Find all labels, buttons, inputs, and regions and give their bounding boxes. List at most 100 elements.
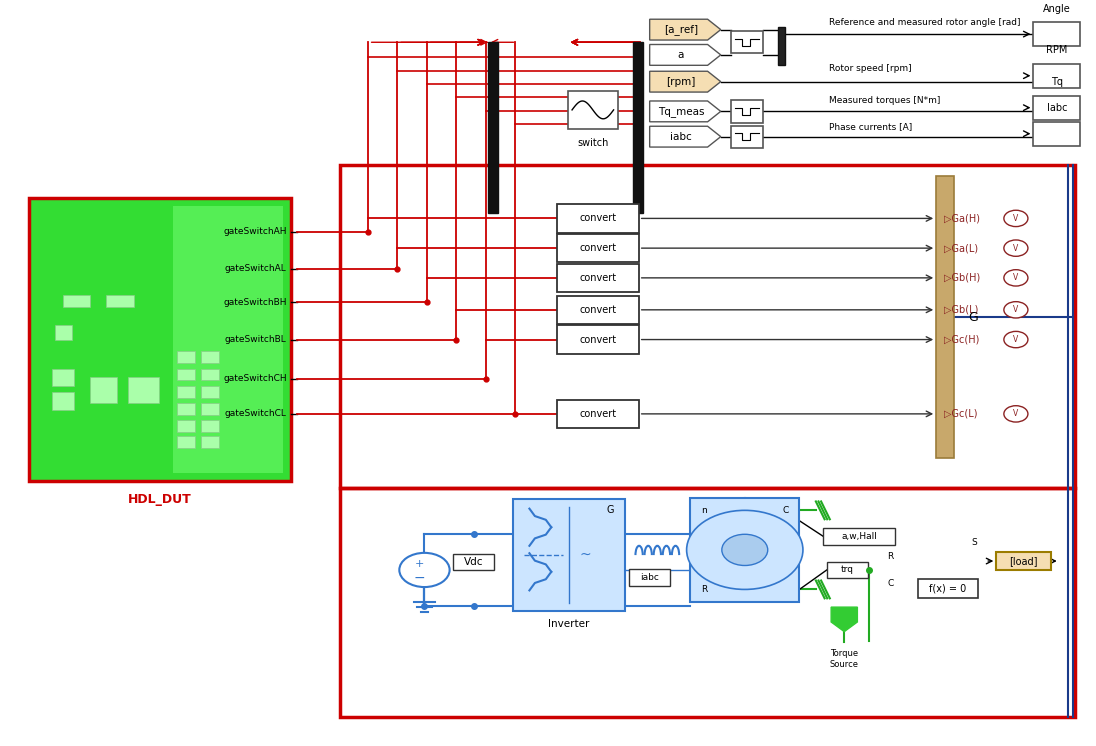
Bar [557,264,639,292]
Text: convert: convert [579,334,616,345]
Text: V: V [1014,305,1018,314]
Bar [128,377,159,403]
Bar [557,295,639,324]
Polygon shape [831,607,857,632]
Bar [557,325,639,354]
Text: Rotor speed [rpm]: Rotor speed [rpm] [829,63,912,73]
Text: Reference and measured rotor angle [rad]: Reference and measured rotor angle [rad] [829,19,1020,28]
Text: C: C [887,579,893,588]
Bar [826,562,868,578]
Bar [178,436,195,448]
Text: gateSwitchBH: gateSwitchBH [224,298,287,307]
Bar [453,554,494,570]
Text: gateSwitchCL: gateSwitchCL [225,410,287,419]
Text: Iabc: Iabc [1047,104,1068,113]
Text: f(x) = 0: f(x) = 0 [929,583,967,594]
Bar [557,400,639,428]
Text: G: G [606,506,614,515]
Bar [340,488,1075,717]
Text: [load]: [load] [1009,556,1038,566]
Text: [rpm]: [rpm] [666,77,696,87]
Text: Tq_meas: Tq_meas [658,106,704,117]
Bar [1034,64,1081,87]
Text: Measured torques [N*m]: Measured torques [N*m] [829,95,940,104]
Text: convert: convert [579,409,616,419]
Bar [731,125,764,148]
Text: Inverter: Inverter [548,619,590,629]
Text: +: + [414,559,424,569]
Bar [106,295,134,307]
Bar [55,325,72,339]
Circle shape [1004,301,1028,318]
Text: Tq: Tq [1051,78,1063,87]
Text: a: a [677,50,684,60]
Text: convert: convert [579,273,616,283]
Bar [823,527,894,545]
Text: iabc: iabc [670,131,692,142]
Circle shape [686,510,803,589]
Bar [90,377,117,403]
Bar [202,369,219,380]
Circle shape [1004,406,1028,422]
Text: ~: ~ [580,548,592,562]
Bar [52,369,73,386]
Text: ▷Gb(H): ▷Gb(H) [944,273,980,283]
Bar [731,100,764,122]
Bar [936,176,954,459]
Text: convert: convert [579,305,616,315]
Text: RPM: RPM [1047,46,1068,55]
Text: Vdc: Vdc [464,557,483,567]
Text: [a_ref]: [a_ref] [664,24,698,35]
Text: Phase currents [A]: Phase currents [A] [829,122,912,131]
Text: gateSwitchAH: gateSwitchAH [224,228,287,236]
Text: V: V [1014,410,1018,419]
Text: V: V [1014,273,1018,283]
Text: ▷Ga(L): ▷Ga(L) [944,243,978,253]
Text: C: C [783,506,788,515]
Text: G: G [969,311,978,324]
Bar [690,498,799,602]
Bar [340,165,1075,488]
Bar [178,420,195,432]
Text: gateSwitchAL: gateSwitchAL [225,264,287,274]
Polygon shape [650,72,721,92]
Polygon shape [650,19,721,40]
Bar [488,43,498,213]
Bar [513,499,625,611]
Bar [1034,122,1081,145]
Text: n: n [701,506,707,515]
Text: switch: switch [578,137,608,148]
Bar [1034,95,1081,119]
Bar [557,204,639,233]
Bar [568,90,618,129]
Polygon shape [650,45,721,66]
Text: R: R [887,552,893,561]
Circle shape [399,553,449,587]
Circle shape [722,534,767,565]
Circle shape [1004,210,1028,227]
Bar [202,351,219,363]
Bar [178,386,195,398]
Text: ▷Ga(H): ▷Ga(H) [944,213,980,223]
Bar [202,420,219,432]
Text: Angle: Angle [1043,4,1071,14]
Text: V: V [1014,244,1018,253]
Bar [52,392,73,410]
Bar [996,552,1051,570]
Bar [62,295,90,307]
Text: HDL_DUT: HDL_DUT [128,493,192,506]
Bar [629,569,671,586]
Circle shape [1004,331,1028,348]
Bar [1034,22,1081,46]
Text: V: V [1014,214,1018,223]
Text: ▷Gb(L): ▷Gb(L) [944,305,978,315]
Bar [633,43,643,213]
Bar [557,234,639,263]
Bar [202,403,219,415]
Bar [173,206,283,473]
Text: S: S [971,538,978,547]
Text: ▷Gc(L): ▷Gc(L) [944,409,978,419]
Text: V: V [1014,335,1018,344]
Text: a,w,Hall: a,w,Hall [841,532,877,541]
Bar [28,198,292,480]
